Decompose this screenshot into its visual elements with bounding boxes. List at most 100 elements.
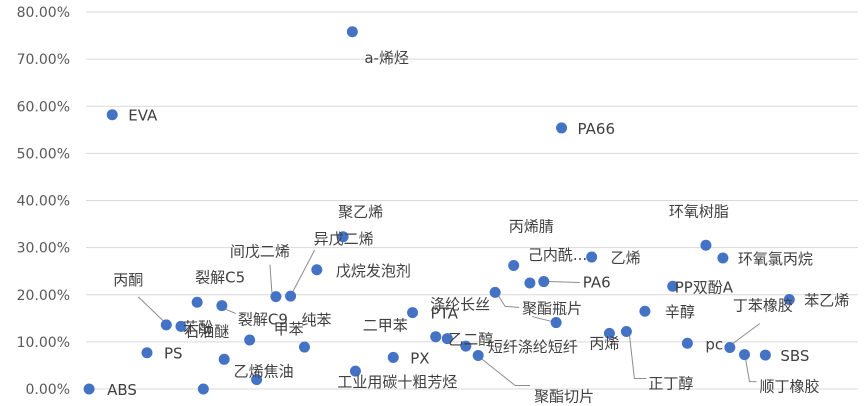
y-tick-label: 10.00% [17, 335, 70, 351]
data-label: 环氧树脂 [669, 202, 729, 220]
data-label: PA6 [583, 274, 611, 292]
y-tick-label: 70.00% [17, 52, 70, 68]
data-label: PX [410, 349, 429, 367]
data-label: 异戊二烯 [314, 230, 374, 248]
data-point [270, 291, 282, 303]
data-label: 纯苯 [301, 311, 331, 329]
data-label: PP双酚A [675, 278, 734, 296]
data-label: 环氧氯丙烷 [738, 250, 813, 268]
y-tick-label: 60.00% [17, 99, 70, 115]
data-point [717, 252, 729, 264]
data-point [700, 239, 712, 251]
data-point [218, 353, 230, 365]
data-label: 二甲苯 [363, 317, 408, 335]
y-tick-label: 20.00% [17, 288, 70, 304]
leader-line [732, 323, 761, 344]
data-label: 戊烷发泡剂 [336, 262, 411, 280]
data-label: 乙烯 [611, 249, 641, 267]
data-label: 正丁醇 [648, 375, 693, 393]
data-point [586, 251, 598, 263]
y-tick-label: 40.00% [17, 194, 70, 210]
data-label: 甲苯 [274, 320, 304, 338]
data-point [538, 276, 550, 288]
data-point [739, 349, 751, 361]
y-tick-label: 30.00% [17, 241, 70, 257]
data-point [160, 319, 172, 331]
data-point [83, 383, 95, 395]
data-point [141, 347, 153, 359]
data-point [759, 349, 771, 361]
data-label: EVA [128, 107, 158, 125]
data-label: pc [705, 335, 723, 353]
data-label: 石油醚 [184, 322, 229, 340]
data-point [387, 351, 399, 363]
leader-line [547, 281, 580, 284]
y-tick-label: 80.00% [17, 5, 70, 21]
data-label: PTA [431, 305, 459, 323]
data-label: a-烯烃 [364, 49, 409, 67]
data-point [244, 334, 256, 346]
data-point [216, 300, 228, 312]
data-label: 乙烯焦油 [234, 363, 294, 381]
data-point [460, 340, 472, 352]
data-label: 裂解C5 [195, 268, 245, 286]
data-label: SBS [780, 347, 809, 365]
leader-line [480, 358, 531, 387]
y-axis-tick-labels: 0.00% 10.00% 20.00% 30.00% 40.00% 50.00% 60.00… [17, 5, 70, 398]
leader-line [497, 295, 520, 308]
data-label: 辛醇 [665, 303, 695, 321]
data-point [783, 293, 795, 305]
data-point [550, 317, 562, 329]
data-point [724, 342, 736, 354]
data-point [191, 296, 203, 308]
data-point [603, 327, 615, 339]
data-point [667, 280, 679, 292]
data-point [298, 341, 310, 353]
data-label: 裂解C9 [238, 311, 288, 329]
data-point [349, 365, 361, 377]
data-point [311, 264, 323, 276]
data-point [472, 350, 484, 362]
data-label: PS [164, 345, 183, 363]
data-label: 丙烯腈 [509, 218, 554, 236]
data-point [285, 290, 297, 302]
leader-line [269, 264, 273, 293]
label-leader-lines [137, 249, 761, 387]
data-point [175, 320, 187, 332]
data-point [407, 307, 419, 319]
data-label: 苯酚 [183, 318, 213, 336]
leader-line [223, 308, 237, 315]
leader-line [745, 358, 757, 383]
data-label: 苯乙烯 [804, 291, 849, 309]
data-label: 顺丁橡胶 [760, 378, 820, 396]
data-point [430, 331, 442, 343]
data-point [106, 109, 118, 121]
data-label: 乙二醇 [448, 331, 493, 349]
data-label: 涤纶长丝 [430, 296, 490, 314]
y-tick-label: 50.00% [17, 146, 70, 162]
data-point [346, 26, 358, 38]
data-point [681, 337, 693, 349]
data-point [197, 383, 209, 395]
data-label: 丙酮 [113, 271, 143, 289]
data-label: PA66 [578, 120, 615, 138]
data-point [489, 286, 501, 298]
leader-line [532, 316, 553, 323]
data-point [639, 305, 651, 317]
data-label: 丙烯 [589, 334, 619, 352]
data-label: 聚乙烯 [338, 203, 383, 221]
leader-line [137, 296, 164, 322]
data-point [508, 260, 520, 272]
data-point [524, 277, 536, 289]
data-point [337, 231, 349, 243]
gridlines [86, 11, 858, 390]
data-label: 聚酯切片 [534, 388, 594, 406]
data-label: 己内酰... [528, 246, 587, 264]
leader-line [628, 334, 647, 380]
data-point [251, 374, 263, 386]
data-point [620, 326, 632, 338]
data-label: ABS [107, 381, 137, 399]
